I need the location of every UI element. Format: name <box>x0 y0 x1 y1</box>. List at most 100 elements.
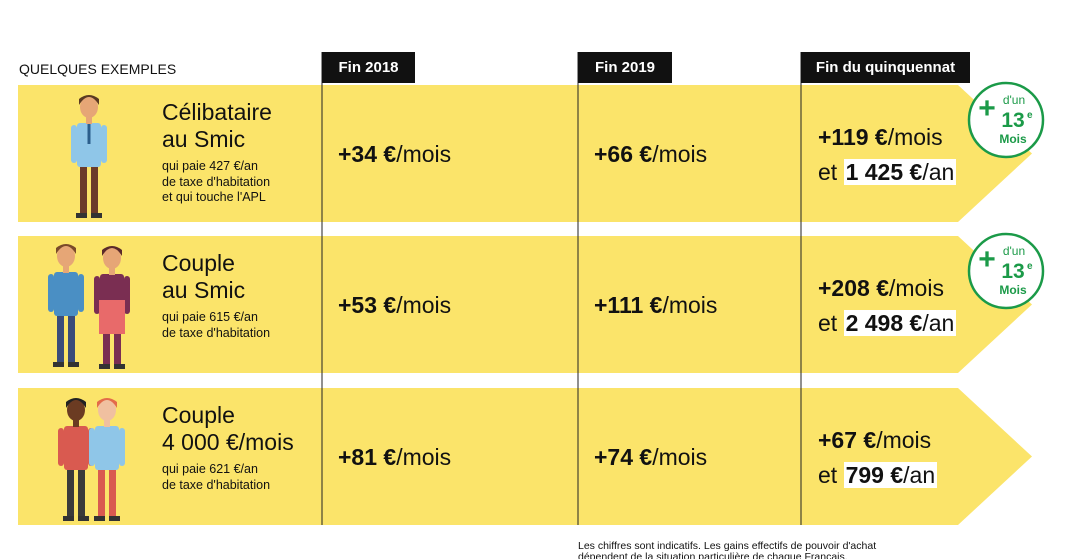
yearly-highlight: 2 498 €/an <box>843 310 957 336</box>
gain-unit: /mois <box>876 427 932 453</box>
badge-number: 13 <box>1001 109 1024 132</box>
person-arm <box>119 428 125 466</box>
badge-plus: + <box>978 243 996 276</box>
person-neck <box>86 115 92 124</box>
gain-amount: 2 498 € <box>845 310 923 336</box>
person-neck <box>73 418 79 427</box>
gain-value: +111 €/mois <box>594 290 717 320</box>
person-tie <box>87 124 91 144</box>
row-title-line: 4 000 €/mois <box>162 429 294 455</box>
person-shoe <box>99 364 110 369</box>
gain-monthly: +67 €/mois <box>818 425 931 455</box>
badge-suffix: e <box>1027 261 1033 272</box>
person-leg <box>80 165 87 215</box>
row-title: Couple 4 000 €/mois <box>162 402 294 456</box>
person-head <box>98 399 116 421</box>
badge-circle <box>967 232 1045 310</box>
yearly-highlight: 799 €/an <box>843 462 938 488</box>
person-shoe <box>91 213 102 218</box>
gain-amount: +67 € <box>818 427 877 453</box>
badge-bottom: Mois <box>999 132 1027 146</box>
row-details: qui paie 621 €/an de taxe d'habitation <box>162 462 270 493</box>
gain-unit: /an <box>903 462 936 488</box>
gain-unit: /an <box>922 159 955 185</box>
gain-value: +53 €/mois <box>338 290 451 320</box>
person-leg <box>114 316 121 366</box>
person-skirt <box>99 300 125 334</box>
person-hair <box>79 95 99 105</box>
person-shoe <box>94 516 105 521</box>
person-body <box>77 123 101 167</box>
person-shoe <box>68 362 79 367</box>
gain-amount: 1 425 € <box>845 159 923 185</box>
person-shoe <box>109 516 120 521</box>
person-leg <box>57 314 64 364</box>
connector: et <box>818 310 838 336</box>
row-title-line: Célibataire <box>162 99 272 125</box>
row-title: Couple au Smic <box>162 250 245 304</box>
yearly-highlight: 1 425 €/an <box>843 159 957 185</box>
person-hair <box>97 398 117 408</box>
row-band <box>18 388 1032 525</box>
gain-value: +81 €/mois <box>338 442 451 472</box>
gain-amount: +111 € <box>594 292 663 318</box>
gain-unit: /mois <box>887 124 943 150</box>
row-title-line: au Smic <box>162 126 246 152</box>
person-leg <box>91 165 98 215</box>
row-title-line: Couple <box>162 402 235 428</box>
gain-unit: /mois <box>662 292 718 318</box>
gain-yearly: et 799 €/an <box>818 460 938 490</box>
person-leg <box>109 468 116 518</box>
column-header: Fin du quinquennat <box>801 52 970 83</box>
row-detail-line: de taxe d'habitation <box>162 477 271 492</box>
gain-yearly: et 1 425 €/an <box>818 157 957 187</box>
gain-monthly: +119 €/mois <box>818 122 943 152</box>
badge-plus: + <box>978 92 996 125</box>
section-label: QUELQUES EXEMPLES <box>19 61 177 77</box>
badge-top: d'un <box>1003 93 1025 107</box>
gain-unit: /mois <box>396 141 452 167</box>
gain-unit: /mois <box>652 444 708 470</box>
person-hair <box>102 246 122 256</box>
person-neck <box>109 266 115 275</box>
gain-amount: +74 € <box>594 444 653 470</box>
gain-amount: 799 € <box>845 462 904 488</box>
person-shoe <box>76 213 87 218</box>
row-details: qui paie 615 €/an de taxe d'habitation <box>162 310 270 341</box>
gain-yearly: et 2 498 €/an <box>818 308 957 338</box>
badge-bottom: Mois <box>999 283 1027 297</box>
person-body <box>95 426 119 470</box>
row-details: qui paie 427 €/an de taxe d'habitation et … <box>162 159 270 206</box>
gain-amount: +81 € <box>338 444 397 470</box>
connector: et <box>818 159 838 185</box>
row-detail-line: et qui touche l'APL <box>162 190 266 204</box>
person-head <box>80 96 98 118</box>
row-detail-line: de taxe d'habitation <box>162 325 271 340</box>
row-title-line: au Smic <box>162 277 246 303</box>
badge-number: 13 <box>1001 260 1024 283</box>
person-neck <box>104 418 110 427</box>
person-shoe <box>114 364 125 369</box>
row-detail-line: de taxe d'habitation <box>162 174 271 189</box>
person-arm <box>124 276 130 314</box>
person-arm <box>94 276 100 314</box>
gain-amount: +53 € <box>338 292 397 318</box>
person-hair <box>66 398 86 408</box>
person-neck <box>63 264 69 273</box>
connector: et <box>818 462 838 488</box>
gain-unit: /mois <box>396 444 452 470</box>
gain-value: +34 €/mois <box>338 139 451 169</box>
person-leg <box>68 314 75 364</box>
person-leg <box>103 316 110 366</box>
row-band <box>18 236 1032 373</box>
person-arm <box>58 428 64 466</box>
person-arm <box>101 125 107 163</box>
person-head <box>103 247 121 269</box>
person-shoe <box>53 362 64 367</box>
person-hair <box>56 244 76 254</box>
gain-value: +74 €/mois <box>594 442 707 472</box>
row-title-line: Couple <box>162 250 235 276</box>
gain-amount: +66 € <box>594 141 653 167</box>
person-arm <box>78 274 84 312</box>
